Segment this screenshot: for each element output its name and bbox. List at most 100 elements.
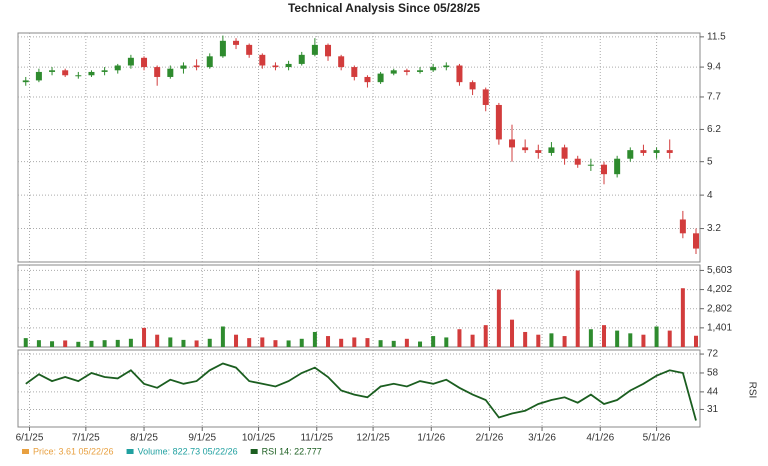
candle-body	[49, 70, 56, 72]
price-tick-label: 3.2	[707, 223, 721, 234]
candle-body	[75, 75, 82, 77]
candle-body	[364, 76, 371, 83]
volume-bar	[602, 325, 607, 347]
candle-body	[167, 68, 174, 77]
volume-bar	[510, 319, 515, 347]
candle-body	[114, 65, 121, 71]
volume-bar	[444, 337, 449, 347]
volume-bar	[615, 330, 620, 347]
candle-body	[640, 150, 647, 153]
volume-bar	[102, 340, 107, 347]
legend-entry: Price: 3.61 05/22/26	[33, 446, 114, 456]
volume-bar	[667, 330, 672, 347]
candle-body	[666, 150, 673, 153]
x-tick-label: 3/1/26	[528, 433, 556, 444]
candle-body	[298, 54, 305, 64]
volume-bar	[115, 339, 120, 347]
candle-body	[272, 65, 279, 68]
candle-body	[587, 164, 594, 166]
candle-body	[548, 147, 555, 153]
volume-bar	[391, 340, 396, 347]
candle-body	[390, 70, 397, 74]
rsi-tick-label: 72	[707, 349, 719, 360]
candle-body	[443, 65, 450, 68]
volume-bar	[63, 340, 68, 347]
candle-body	[325, 44, 332, 57]
candle-body	[679, 219, 686, 234]
x-tick-label: 12/1/25	[356, 433, 390, 444]
volume-bar	[654, 326, 659, 347]
legend-swatch	[126, 449, 134, 454]
x-tick-label: 11/1/25	[300, 433, 333, 444]
candle-body	[35, 71, 42, 81]
candle-body	[601, 164, 608, 175]
volume-bar	[273, 340, 278, 347]
volume-bar	[142, 327, 147, 347]
candle-body	[482, 89, 489, 105]
volume-bar	[23, 338, 28, 347]
candle-body	[653, 150, 660, 153]
candle-body	[561, 147, 568, 159]
x-tick-label: 8/1/25	[130, 433, 158, 444]
volume-bar	[234, 334, 239, 347]
volume-bar	[352, 337, 357, 347]
volume-bar	[299, 338, 304, 347]
volume-tick-label: 5,603	[707, 265, 732, 276]
candle-body	[417, 70, 424, 72]
volume-bar	[260, 337, 265, 347]
candle-body	[430, 67, 437, 71]
candle-body	[574, 158, 581, 165]
candle-body	[377, 73, 384, 83]
candle-body	[311, 44, 318, 55]
candle-body	[351, 67, 358, 77]
volume-bar	[50, 341, 55, 347]
volume-bar	[588, 329, 593, 347]
volume-bar	[247, 338, 252, 347]
volume-bar	[628, 333, 633, 347]
volume-bar	[418, 341, 423, 347]
candle-body	[141, 57, 148, 68]
x-tick-label: 10/1/25	[242, 433, 276, 444]
rsi-tick-label: 58	[707, 368, 719, 379]
candle-body	[62, 70, 69, 76]
chart-title: Technical Analysis Since 05/28/25	[288, 1, 480, 15]
volume-bar	[220, 326, 225, 347]
volume-bar	[181, 339, 186, 347]
candle-body	[522, 147, 529, 151]
volume-frame	[17, 264, 701, 348]
price-frame	[17, 32, 701, 263]
x-tick-label: 1/1/26	[417, 433, 445, 444]
legend-entry: Volume: 822.73 05/22/26	[138, 446, 238, 456]
rsi-line	[25, 362, 697, 421]
candle-body	[693, 233, 699, 249]
candle-body	[495, 104, 502, 140]
volume-bar	[312, 331, 317, 347]
candle-body	[193, 65, 200, 68]
volume-bar	[207, 338, 212, 347]
candle-body	[127, 57, 134, 66]
candle-body	[535, 150, 542, 153]
candle-body	[180, 65, 187, 69]
legend-entry: RSI 14: 22.777	[262, 446, 322, 456]
rsi-tick-label: 31	[707, 404, 719, 415]
candle-body	[338, 56, 345, 68]
volume-bar	[365, 338, 370, 347]
x-tick-label: 5/1/26	[643, 433, 671, 444]
candle-body	[101, 70, 108, 72]
volume-bar	[128, 338, 133, 347]
candle-body	[509, 139, 516, 148]
x-tick-label: 9/1/25	[188, 433, 216, 444]
price-tick-label: 11.5	[707, 31, 726, 42]
price-tick-label: 9.4	[707, 62, 721, 73]
candle-body	[403, 70, 410, 72]
candle-body	[627, 150, 634, 159]
volume-bar	[36, 340, 41, 347]
candle-body	[233, 40, 240, 45]
volume-bar	[404, 338, 409, 347]
volume-bar	[457, 329, 462, 347]
price-tick-label: 6.2	[707, 124, 721, 135]
volume-bar	[286, 340, 291, 347]
rsi-frame	[17, 349, 701, 428]
